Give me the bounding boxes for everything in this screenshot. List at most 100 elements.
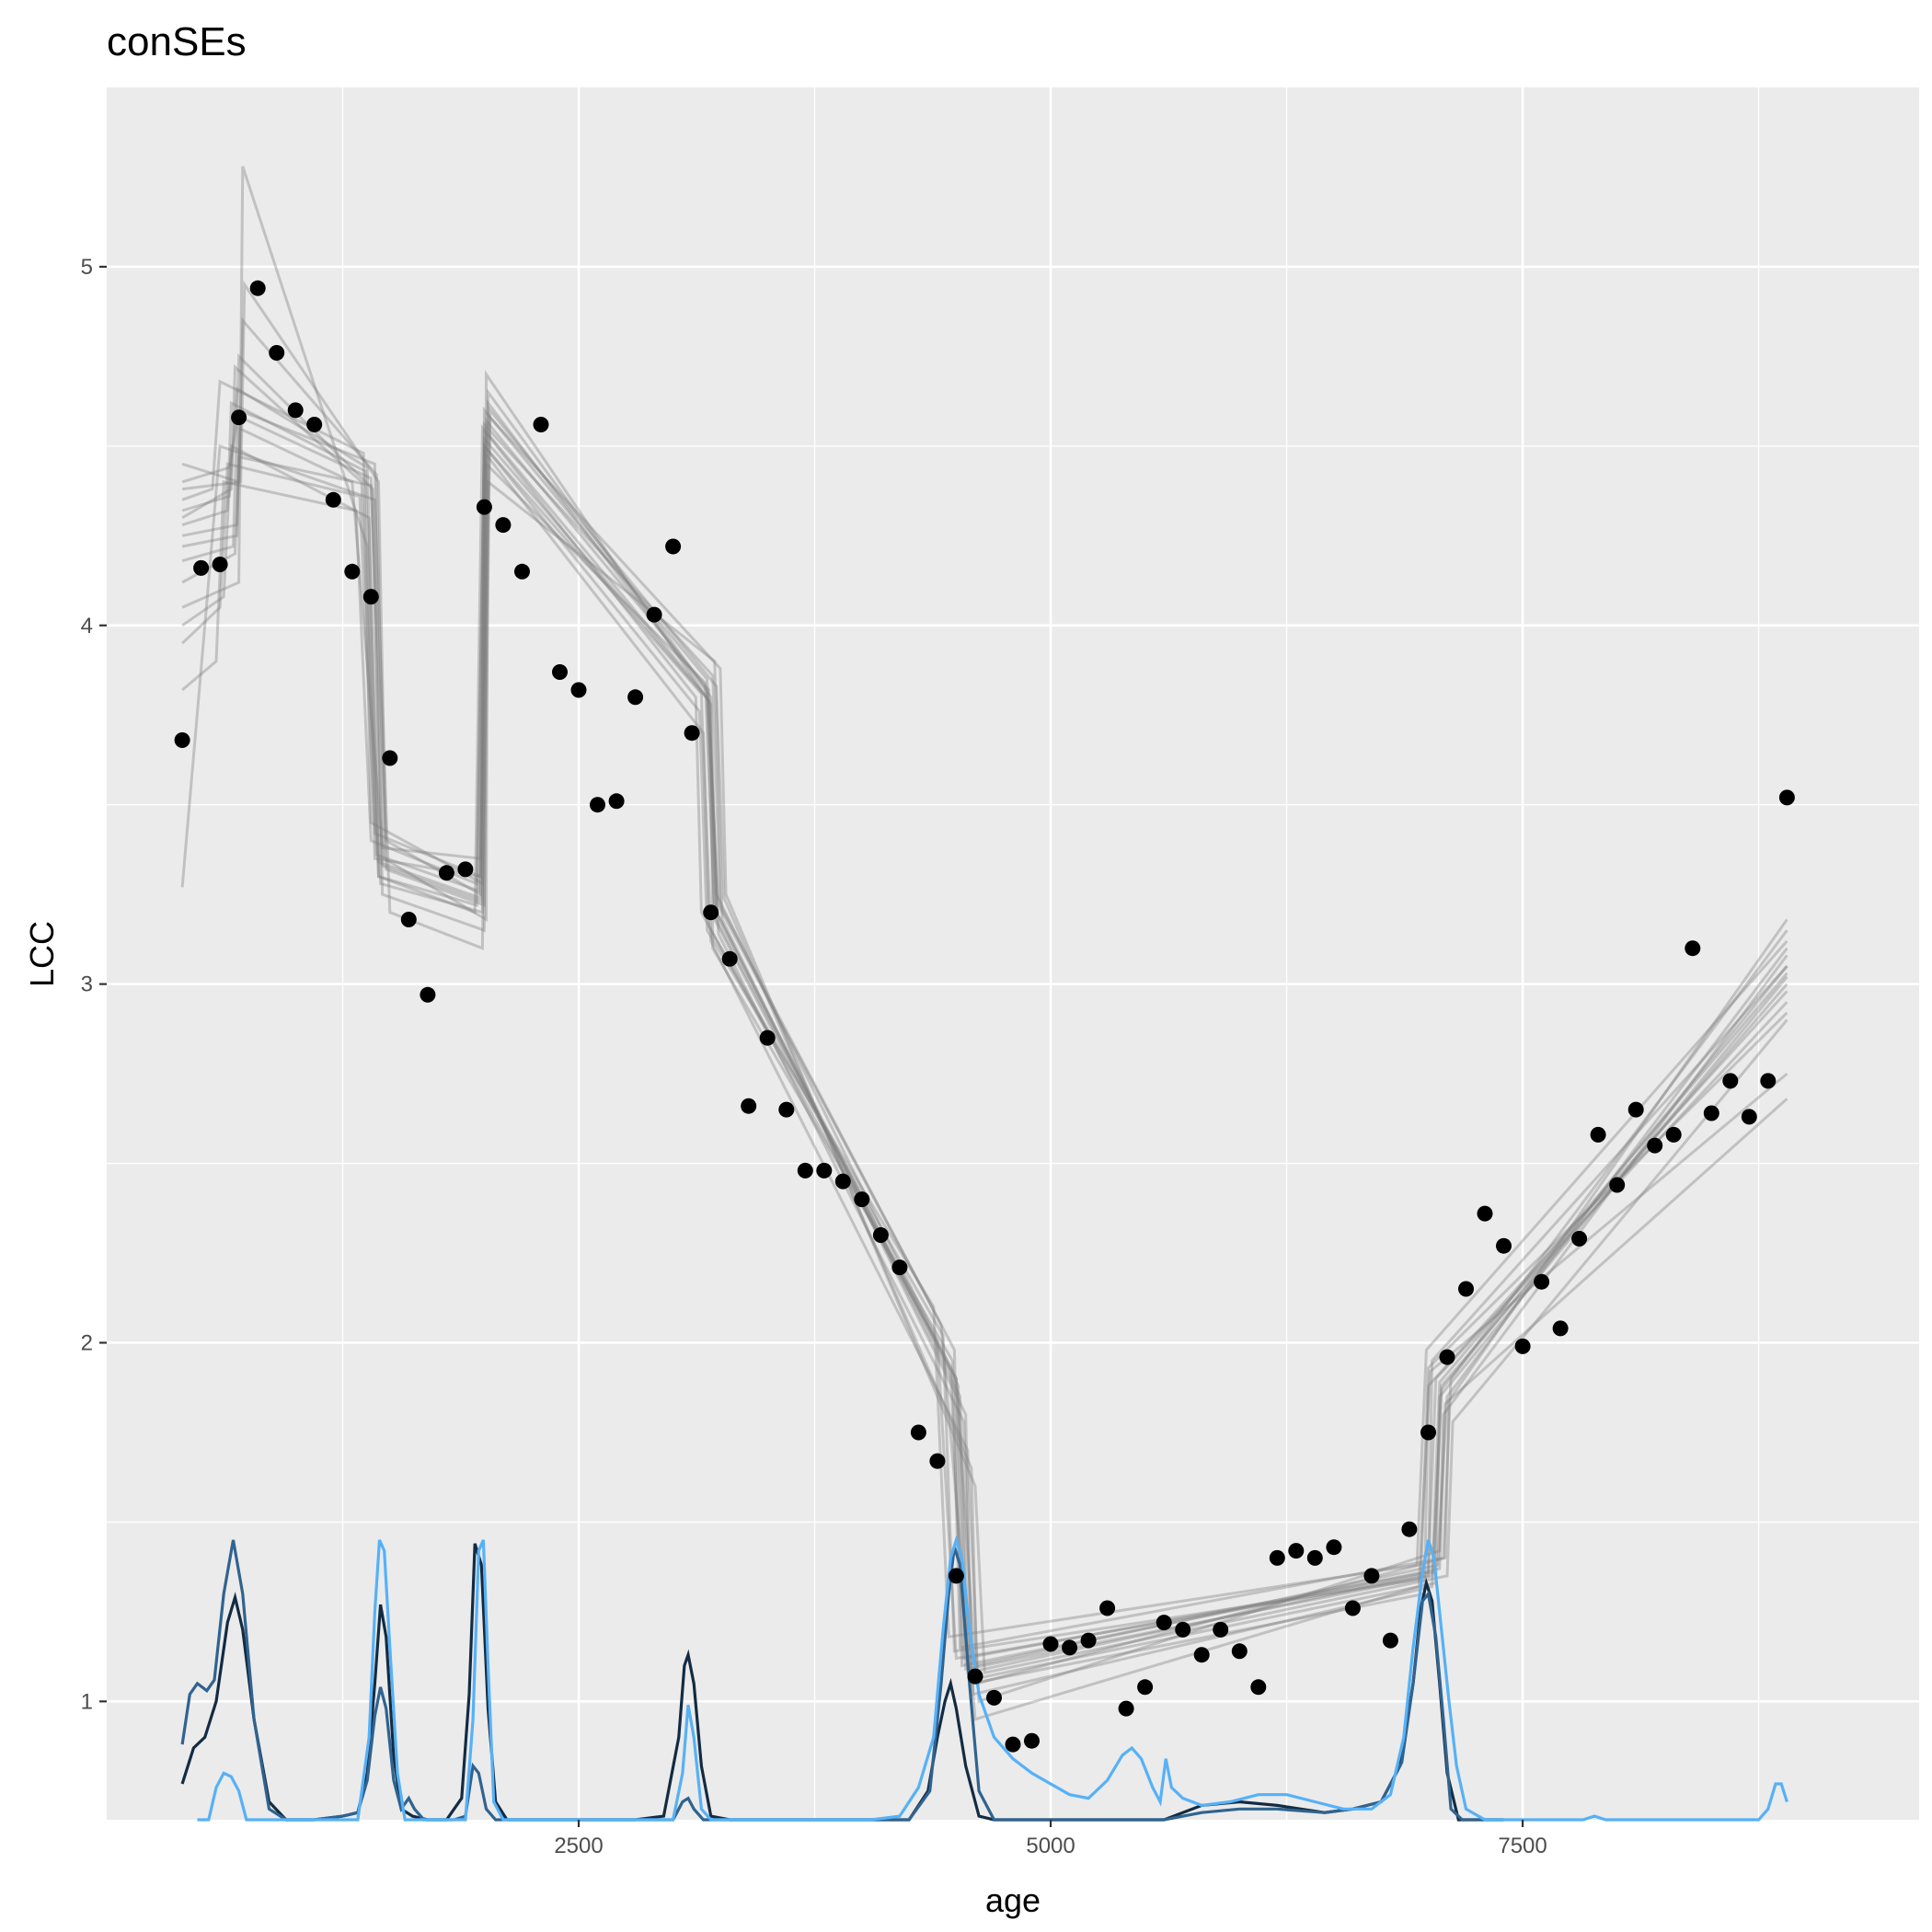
data-point xyxy=(1306,1549,1323,1566)
data-point xyxy=(1627,1101,1644,1118)
x-tick-label: 7500 xyxy=(1498,1834,1547,1858)
data-point xyxy=(1344,1600,1361,1616)
ensemble-line xyxy=(181,426,1788,1704)
ensemble-line xyxy=(180,387,1788,1721)
data-point xyxy=(1363,1568,1380,1584)
ensemble-line xyxy=(181,363,1788,1661)
data-point xyxy=(476,499,492,515)
data-point xyxy=(570,682,587,698)
data-point xyxy=(1665,1126,1682,1143)
data-point xyxy=(1722,1073,1739,1089)
data-point xyxy=(1175,1621,1191,1638)
data-point xyxy=(721,950,738,967)
data-point xyxy=(910,1424,926,1441)
data-point xyxy=(174,732,190,748)
data-point xyxy=(1193,1647,1210,1663)
data-point xyxy=(1062,1639,1078,1656)
grid-lines xyxy=(107,87,1919,1820)
data-point xyxy=(1477,1205,1493,1222)
data-point xyxy=(590,797,605,813)
data-point xyxy=(948,1568,964,1584)
data-point xyxy=(1496,1237,1512,1254)
data-point xyxy=(1080,1632,1097,1649)
data-point xyxy=(382,750,398,766)
density-curve xyxy=(197,1535,1788,1822)
data-point xyxy=(325,491,341,508)
data-point xyxy=(816,1162,833,1179)
data-point xyxy=(1042,1636,1059,1652)
data-point xyxy=(1231,1643,1248,1660)
data-point xyxy=(1420,1424,1436,1441)
y-axis-title: LCC xyxy=(23,921,61,987)
ensemble-line xyxy=(181,442,1788,1653)
data-point xyxy=(231,409,247,426)
data-point xyxy=(627,689,644,706)
ensemble-line xyxy=(181,415,1788,1675)
data-point xyxy=(854,1191,870,1208)
data-point xyxy=(778,1101,795,1118)
data-point xyxy=(891,1259,908,1276)
data-point xyxy=(1534,1273,1550,1290)
data-point xyxy=(1741,1109,1757,1125)
data-point xyxy=(457,861,474,878)
data-point xyxy=(1685,940,1701,957)
data-point xyxy=(1514,1338,1531,1354)
data-point xyxy=(495,517,512,534)
data-point xyxy=(608,793,625,810)
data-point xyxy=(420,986,436,1003)
data-point xyxy=(1213,1621,1229,1638)
data-point xyxy=(344,563,361,580)
data-point xyxy=(1118,1700,1134,1717)
data-point xyxy=(1760,1073,1777,1089)
data-point xyxy=(872,1227,889,1243)
data-point xyxy=(1382,1632,1398,1649)
y-tick-label: 5 xyxy=(81,255,93,280)
data-point xyxy=(1609,1177,1626,1193)
data-point xyxy=(1005,1736,1021,1753)
data-point xyxy=(1288,1543,1305,1559)
data-point xyxy=(703,904,719,921)
ensemble-line xyxy=(181,370,1788,1650)
ensemble-line xyxy=(181,406,1788,1668)
data-point xyxy=(1401,1521,1418,1537)
data-point xyxy=(306,417,323,432)
data-point xyxy=(438,865,454,881)
ensemble-line xyxy=(181,385,1788,1672)
data-point xyxy=(1703,1105,1719,1121)
data-point xyxy=(287,402,304,419)
data-point xyxy=(362,589,379,605)
data-point xyxy=(1552,1320,1569,1337)
data-point xyxy=(1458,1281,1474,1297)
data-point xyxy=(269,345,285,361)
data-point xyxy=(1590,1126,1606,1143)
y-tick-label: 3 xyxy=(81,972,93,997)
data-point xyxy=(741,1098,757,1114)
chart-title: conSEs xyxy=(107,19,247,64)
ensemble-line xyxy=(181,379,1788,1675)
x-axis-title: age xyxy=(985,1881,1041,1919)
ensemble-line xyxy=(181,400,1788,1668)
data-points xyxy=(174,280,1795,1753)
data-point xyxy=(1778,789,1795,806)
data-point xyxy=(1571,1230,1588,1247)
data-point xyxy=(514,563,530,580)
data-point xyxy=(249,280,266,296)
data-point xyxy=(1647,1137,1663,1154)
x-tick-label: 2500 xyxy=(554,1834,603,1858)
data-point xyxy=(533,417,549,432)
data-point xyxy=(1024,1732,1040,1749)
data-point xyxy=(1099,1600,1116,1616)
data-point xyxy=(1326,1539,1342,1556)
data-point xyxy=(684,725,700,742)
data-point xyxy=(929,1453,946,1469)
axes: 2500 5000 7500 1 2 3 4 5 xyxy=(81,255,1547,1858)
data-point xyxy=(797,1162,813,1179)
data-point xyxy=(759,1029,776,1046)
data-point xyxy=(193,559,210,576)
density-curves xyxy=(180,1535,1788,1822)
data-point xyxy=(986,1689,1002,1706)
data-point xyxy=(1250,1679,1267,1696)
y-tick-label: 4 xyxy=(81,614,93,638)
x-tick-label: 5000 xyxy=(1026,1834,1075,1858)
data-point xyxy=(1439,1349,1455,1365)
